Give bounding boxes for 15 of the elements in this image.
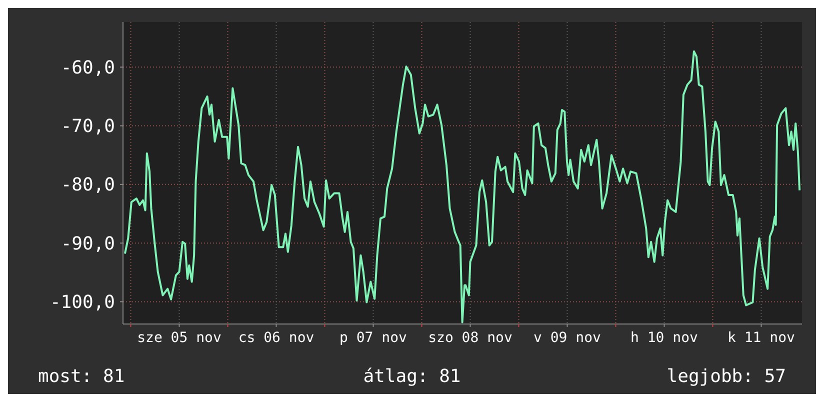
x-tick-label: k 11 nov bbox=[728, 330, 795, 346]
y-tick-label: -80,0 bbox=[60, 174, 115, 196]
x-tick-label: h 10 nov bbox=[630, 330, 698, 346]
y-tick-label: -70,0 bbox=[60, 116, 115, 138]
y-tick-label: -90,0 bbox=[60, 233, 115, 254]
x-tick-label: p 07 nov bbox=[340, 330, 407, 346]
x-tick-label: sze 05 nov bbox=[137, 330, 222, 346]
text: legjobb: 57 bbox=[666, 366, 786, 387]
x-tick-label: szo 08 nov bbox=[428, 330, 512, 346]
y-tick-label: -100,0 bbox=[50, 292, 115, 314]
text: most: 81 bbox=[38, 366, 125, 387]
x-tick-label: v 09 nov bbox=[534, 330, 601, 346]
y-tick-label: -60,0 bbox=[60, 57, 115, 78]
text: átlag: 81 bbox=[363, 366, 461, 387]
x-tick-label: cs 06 nov bbox=[238, 330, 314, 346]
